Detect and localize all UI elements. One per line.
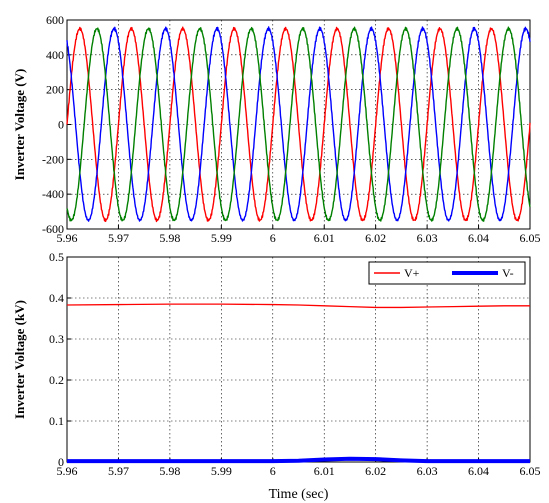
y-tick-label: 0.3 xyxy=(49,332,64,346)
x-tick-label: 5.97 xyxy=(108,231,129,245)
series-line-v-minusplus xyxy=(67,304,530,307)
x-tick-labels: 5.96 5.97 5.98 5.99 6 6.01 6.02 6.03 6.04 6.05 xyxy=(57,464,541,478)
x-tick-label: 5.99 xyxy=(211,231,232,245)
y-tick-label: -200 xyxy=(42,152,64,166)
x-tick-label: 6.05 xyxy=(520,231,541,245)
legend-label-v-minus: V- xyxy=(502,266,514,280)
x-axis-label: Time (sec) xyxy=(269,487,329,502)
y-tick-label: 0.5 xyxy=(49,250,64,264)
x-tick-label: 5.99 xyxy=(211,464,232,478)
x-tick-label: 5.97 xyxy=(108,464,129,478)
x-tick-label: 6.01 xyxy=(314,464,335,478)
x-tick-label: 5.98 xyxy=(159,231,180,245)
y-tick-label: 400 xyxy=(46,48,64,62)
legend-label-v-plus: V+ xyxy=(404,266,420,280)
y-tick-label: -400 xyxy=(42,187,64,201)
x-tick-label: 6.05 xyxy=(520,464,541,478)
x-tick-label: 6.03 xyxy=(417,464,438,478)
y-axis-label: Inverter Voltage (kV) xyxy=(12,300,27,419)
y-axis-label: Inverter Voltage (V) xyxy=(12,69,27,181)
grid xyxy=(67,257,530,462)
series-lines xyxy=(67,304,530,461)
x-tick-label: 6 xyxy=(270,464,276,478)
x-tick-label: 6 xyxy=(270,231,276,245)
x-tick-label: 6.01 xyxy=(314,231,335,245)
y-tick-label: 0 xyxy=(58,118,64,132)
y-tick-label: 0.1 xyxy=(49,414,64,428)
x-tick-label: 5.98 xyxy=(159,464,180,478)
x-tick-label: 6.03 xyxy=(417,231,438,245)
top-voltage-panel: 5.96 5.97 5.98 5.99 6 6.01 6.02 6.03 6.04 6.05 -6… xyxy=(12,13,541,245)
x-tick-label: 6.04 xyxy=(468,464,489,478)
x-tick-label: 6.04 xyxy=(468,231,489,245)
y-tick-label: 200 xyxy=(46,83,64,97)
y-tick-label: 0 xyxy=(58,455,64,469)
x-tick-labels: 5.96 5.97 5.98 5.99 6 6.01 6.02 6.03 6.04 6.05 xyxy=(57,231,541,245)
y-tick-label: 0.2 xyxy=(49,373,64,387)
x-tick-label: 6.02 xyxy=(365,464,386,478)
y-tick-label: -600 xyxy=(42,222,64,236)
series-line-v-minus xyxy=(67,459,530,461)
y-tick-labels: 0 0.1 0.2 0.3 0.4 0.5 xyxy=(49,250,64,469)
y-tick-label: 600 xyxy=(46,13,64,27)
bottom-sequence-panel: 5.96 5.97 5.98 5.99 6 6.01 6.02 6.03 6.04 6.05 00… xyxy=(12,250,541,502)
y-tick-label: 0.4 xyxy=(49,291,64,305)
legend: V+ V- xyxy=(369,262,525,284)
x-tick-label: 6.02 xyxy=(365,231,386,245)
plot-frame xyxy=(67,257,530,462)
y-tick-labels: -600 -400 -200 0 200 400 600 xyxy=(42,13,64,236)
